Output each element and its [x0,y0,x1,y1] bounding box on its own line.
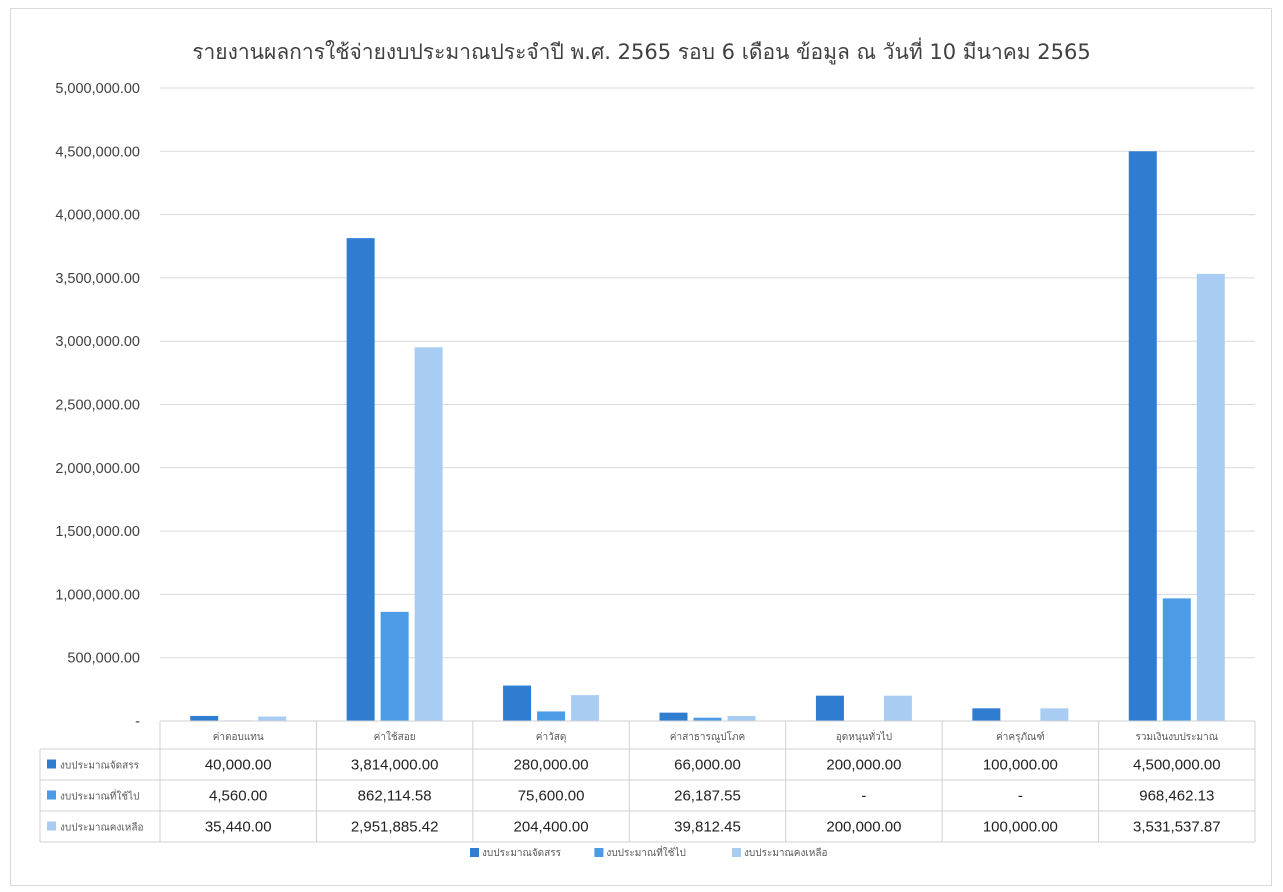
bar [503,685,532,721]
row-legend-key [47,821,56,831]
bar [1196,273,1225,721]
data-label: 280,000.00 [514,757,589,774]
legend-swatch [732,848,741,857]
y-tick-label: 2,500,000.00 [55,398,140,414]
data-label: 3,531,537.87 [1133,819,1221,836]
bar [190,715,219,721]
bar [727,715,756,721]
category-label: ค่าครุภัณฑ์ [996,731,1045,743]
legend-label: งบประมาณจัดสรร [482,848,562,859]
data-label: 200,000.00 [826,819,901,836]
data-label: 4,500,000.00 [1133,757,1221,774]
row-legend-key [47,759,56,769]
bar [659,712,688,721]
category-label: ค่าตอบแทน [213,732,264,743]
legend-swatch [594,848,604,857]
bar [571,695,600,721]
data-label: 4,560.00 [209,788,267,805]
y-tick-label: 5,000,000.00 [55,81,140,97]
category-label: ค่าสาธารณูปโภค [670,730,745,743]
data-label: - [861,788,866,805]
legend-swatch [470,848,479,857]
legend-label: งบประมาณคงเหลือ [744,847,828,859]
data-label: 2,951,885.42 [351,819,439,836]
bar [1162,598,1191,721]
data-label: 100,000.00 [983,819,1058,836]
legend-label: งบประมาณที่ใช้ไป [606,845,685,859]
data-label: 3,814,000.00 [351,757,439,774]
row-legend-key [47,790,56,800]
bar [258,716,287,721]
y-tick-label: 3,000,000.00 [55,334,140,350]
bar [972,708,1001,721]
data-label: 968,462.13 [1139,788,1214,805]
row-label: งบประมาณที่ใช้ไป [60,789,139,803]
y-tick-label: 1,500,000.00 [55,524,140,540]
y-tick-label: 1,000,000.00 [55,587,140,603]
data-label: 66,000.00 [674,757,741,774]
bar [1040,708,1069,721]
y-tick-label: 4,000,000.00 [55,208,140,224]
data-label: 26,187.55 [674,788,741,805]
y-tick-label: 3,500,000.00 [55,271,140,287]
y-tick-label: - [135,714,140,730]
category-label: อุดหนุนทั่วไป [836,729,892,743]
data-label: 200,000.00 [826,757,901,774]
bar [1128,151,1157,722]
y-tick-label: 4,500,000.00 [55,144,140,160]
data-label: - [1018,788,1023,805]
bar [693,717,722,721]
y-tick-label: 500,000.00 [67,651,140,667]
row-label: งบประมาณจัดสรร [60,761,140,772]
bar [380,611,409,721]
bar [883,695,912,721]
bar [346,238,375,722]
data-label: 75,600.00 [518,788,585,805]
category-label: ค่าใช้สอย [374,731,416,743]
data-label: 204,400.00 [514,819,589,836]
data-label: 40,000.00 [205,757,272,774]
bar [537,711,566,721]
data-label: 100,000.00 [983,757,1058,774]
y-tick-label: 2,000,000.00 [55,461,140,477]
chart-frame [10,8,1272,886]
bar [414,347,443,721]
data-label: 862,114.58 [358,788,432,805]
chart-title: รายงานผลการใช้จ่ายงบประมาณประจำปี พ.ศ. 2… [192,40,1091,64]
category-label: รวมเงินงบประมาณ [1136,732,1219,743]
data-label: 39,812.45 [674,819,741,836]
category-label: ค่าวัสดุ [536,732,567,743]
bar [815,695,844,721]
row-label: งบประมาณคงเหลือ [60,822,144,834]
data-label: 35,440.00 [205,819,272,836]
